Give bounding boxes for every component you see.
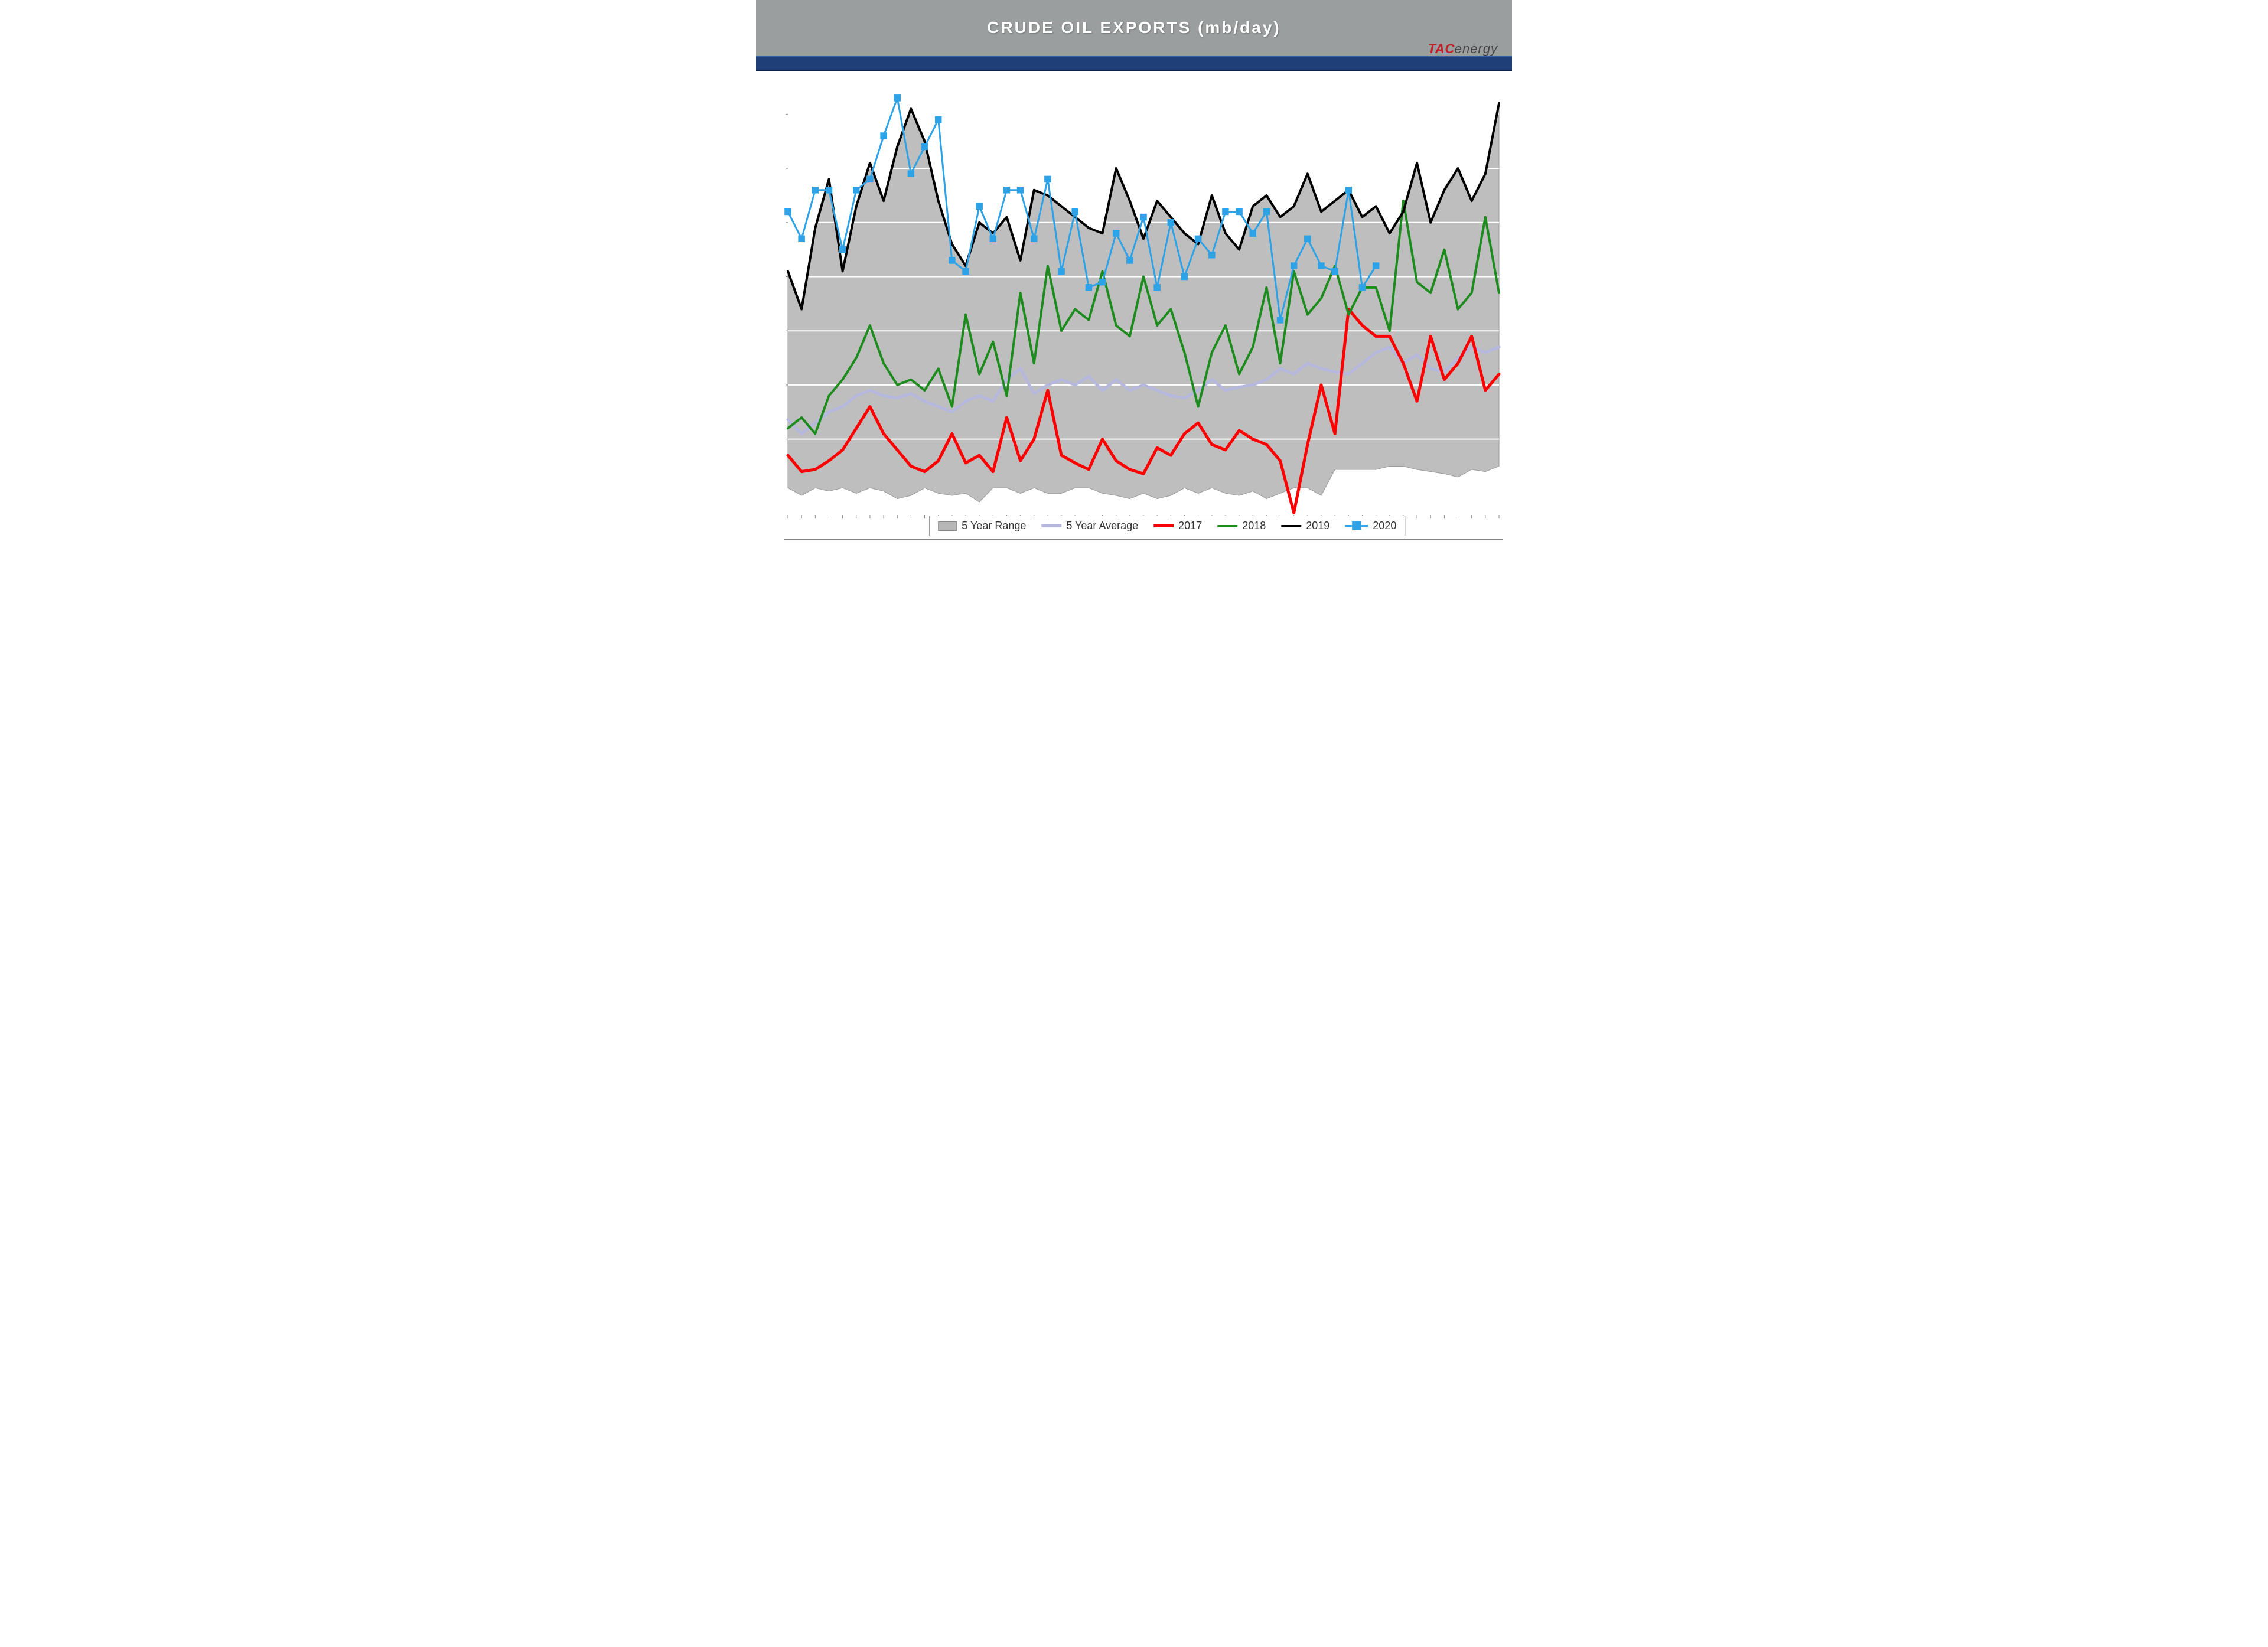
legend-item-2019: 2019 [1281, 520, 1329, 532]
legend-item-2018: 2018 [1217, 520, 1266, 532]
chart-title: CRUDE OIL EXPORTS (mb/day) [987, 18, 1281, 37]
chart-frame: CRUDE OIL EXPORTS (mb/day) TACenergy 5 Y… [756, 0, 1512, 549]
legend: 5 Year Range 5 Year Average 2017 2018 20… [929, 516, 1405, 536]
legend-label: 2017 [1178, 520, 1202, 532]
legend-label: 5 Year Average [1066, 520, 1138, 532]
avg-line-icon [1041, 524, 1061, 527]
marker-2020-icon [1345, 521, 1368, 530]
legend-item-range: 5 Year Range [938, 520, 1026, 532]
legend-label: 2020 [1373, 520, 1396, 532]
plot-area: 5 Year Range 5 Year Average 2017 2018 20… [784, 71, 1503, 540]
legend-label: 2018 [1242, 520, 1266, 532]
range-swatch-icon [938, 521, 957, 531]
legend-label: 5 Year Range [962, 520, 1026, 532]
chart-svg [784, 71, 1503, 539]
line-2017-icon [1153, 524, 1174, 527]
brand-logo: TACenergy [1428, 41, 1498, 57]
legend-item-2017: 2017 [1153, 520, 1202, 532]
logo-tac: TAC [1428, 41, 1455, 56]
header-accent-strip [756, 56, 1512, 71]
header-bar: CRUDE OIL EXPORTS (mb/day) [756, 0, 1512, 56]
line-2019-icon [1281, 525, 1301, 527]
legend-item-avg: 5 Year Average [1041, 520, 1138, 532]
legend-item-2020: 2020 [1345, 520, 1396, 532]
logo-energy: energy [1455, 41, 1498, 56]
line-2018-icon [1217, 525, 1237, 527]
legend-label: 2019 [1306, 520, 1329, 532]
